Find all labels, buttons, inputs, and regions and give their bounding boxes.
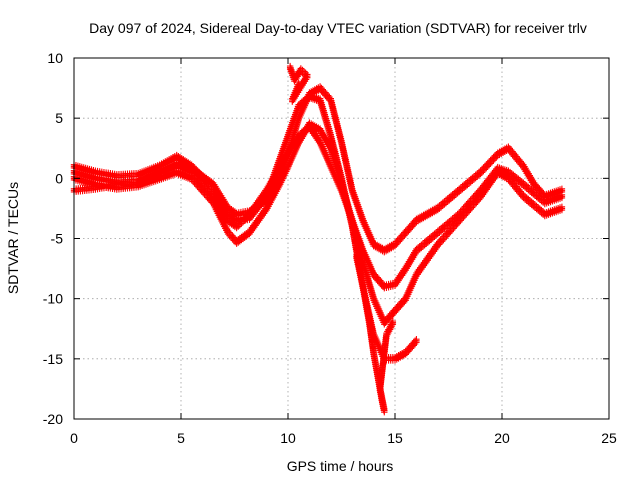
x-tick-label: 20	[494, 430, 510, 446]
y-tick-label: -10	[43, 291, 63, 307]
x-axis-label: GPS time / hours	[287, 458, 394, 474]
y-axis-label: SDTVAR / TECUs	[5, 182, 21, 294]
data-points	[70, 62, 566, 416]
y-tick-label: -15	[43, 351, 63, 367]
y-tick-label: 5	[55, 110, 63, 126]
x-tick-label: 25	[601, 430, 617, 446]
y-tick-label: -20	[43, 411, 63, 427]
data-point	[558, 194, 566, 202]
x-tick-label: 15	[387, 430, 403, 446]
x-tick-label: 0	[70, 430, 78, 446]
y-tick-label: 10	[47, 50, 63, 66]
x-tick-label: 5	[177, 430, 185, 446]
x-tick-label: 10	[280, 430, 296, 446]
chart-title: Day 097 of 2024, Sidereal Day-to-day VTE…	[89, 20, 587, 36]
y-tick-label: -5	[51, 231, 64, 247]
y-tick-label: 0	[55, 170, 63, 186]
data-point	[401, 298, 408, 305]
